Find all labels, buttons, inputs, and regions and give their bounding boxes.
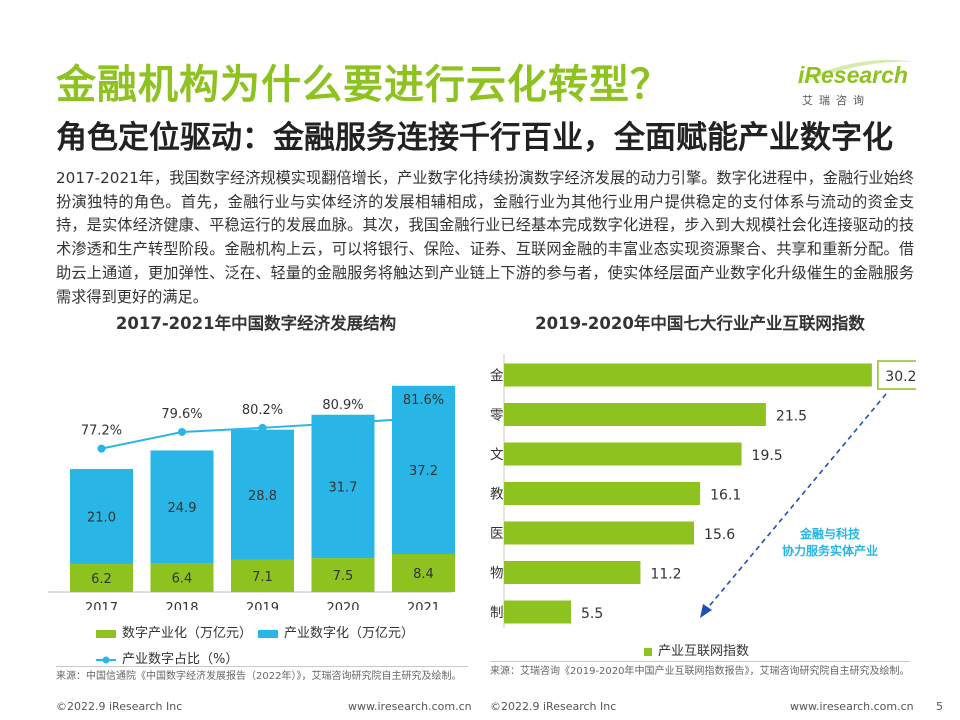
legend-item-industrial-digitization: 产业数字化（万亿元）: [258, 622, 414, 641]
annotation-line-1: 金融与科技: [799, 526, 861, 541]
legend-swatch-blue: [258, 629, 278, 638]
share-label-2021: 81.6%: [403, 393, 444, 408]
right-chart-title: 2019-2020年中国七大行业产业互联网指数: [535, 314, 865, 333]
bar-文娱: [504, 442, 742, 466]
bar-label-digital-industrialization-2017: 6.2: [91, 572, 112, 587]
legend-line-marker-icon: [96, 656, 116, 663]
legend-item-share-line: 产业数字占比（%）: [96, 648, 238, 667]
x-tick-label-2021: 2021: [407, 601, 440, 610]
share-label-2020: 80.9%: [322, 398, 363, 413]
bar-label-digital-industrialization-2018: 6.4: [172, 572, 193, 587]
digital-economy-structure-chart: 6.2 21.0 2017 6.4 24.9 2018 7.1 28.8 2019 7.5 31.7…: [48, 385, 455, 610]
legend-item-digital-industrialization: 数字产业化（万亿元）: [96, 622, 252, 641]
bar-industrial-digitization-2017: [70, 469, 133, 564]
share-point-2019: [258, 423, 267, 432]
value-label-物流: 11.2: [650, 567, 681, 583]
right-source-divider: [490, 661, 910, 662]
trend-arrow-line: [705, 393, 887, 611]
bar-industrial-digitization-2021: [392, 385, 455, 555]
bar-label-industrial-digitization-2020: 31.7: [329, 480, 358, 495]
x-tick-label-2020: 2020: [326, 601, 359, 610]
legend-item-index: 产业互联网指数: [644, 640, 749, 659]
share-label-2018: 79.6%: [161, 407, 202, 422]
share-point-2021: [419, 414, 428, 423]
footer-left-url[interactable]: www.iresearch.com.cn: [348, 700, 472, 713]
share-label-2019: 80.2%: [242, 403, 283, 418]
left-source-note: 来源：中国信通院《中国数字经济发展报告（2022年）》，艾瑞咨询研究院自主研究及…: [56, 671, 462, 682]
page-title: 金融机构为什么要进行云化转型？: [56, 62, 671, 108]
value-label-零售: 21.5: [776, 409, 807, 425]
value-label-文娱: 19.5: [752, 448, 783, 464]
left-chart-title: 2017-2021年中国数字经济发展结构: [115, 314, 397, 333]
bar-物流: [504, 561, 641, 584]
value-label-金融: 30.2: [885, 369, 916, 385]
bar-label-digital-industrialization-2019: 7.1: [252, 570, 273, 585]
bar-digital-industrialization-2018: [150, 563, 214, 592]
share-point-2020: [339, 418, 347, 427]
bar-label-digital-industrialization-2020: 7.5: [333, 569, 354, 584]
bar-制造: [504, 600, 571, 624]
bar-label-industrial-digitization-2018: 24.9: [168, 501, 197, 516]
legend-swatch-green: [96, 629, 116, 638]
bar-零售: [504, 403, 766, 426]
annotation-line-2: 协力服务实体产业: [782, 543, 878, 558]
bar-label-digital-industrialization-2021: 8.4: [413, 567, 434, 582]
intro-paragraph: 2017-2021年，我国数字经济规模实现翻倍增长，产业数字化持续扮演数字经济发…: [56, 169, 914, 306]
value-label-制造: 5.5: [581, 606, 603, 622]
bar-label-industrial-digitization-2017: 21.0: [87, 510, 116, 525]
bar-digital-industrialization-2019: [231, 559, 294, 592]
left-source-divider: [56, 666, 468, 667]
x-tick-label-2019: 2019: [246, 601, 279, 610]
footer-left-copyright: ©2022.9 iResearch Inc: [56, 700, 183, 713]
iresearch-logo: iResearch 艾瑞咨询: [792, 56, 916, 112]
bar-digital-industrialization-2017: [70, 563, 133, 592]
bar-industrial-digitization-2018: [150, 450, 214, 564]
value-label-教育: 16.1: [710, 488, 741, 504]
logo-subtitle: 艾瑞咨询: [802, 94, 870, 107]
bar-label-industrial-digitization-2019: 28.8: [248, 489, 277, 504]
value-label-医疗: 15.6: [704, 527, 735, 543]
bar-label-industrial-digitization-2021: 37.2: [409, 464, 438, 479]
share-point-2017: [97, 444, 106, 453]
share-point-2018: [178, 427, 186, 436]
share-label-2017: 77.2%: [81, 424, 122, 439]
bar-金融: [504, 363, 872, 387]
legend-swatch-green: [644, 647, 652, 656]
x-tick-label-2018: 2018: [165, 601, 198, 610]
logo-wordmark: iResearch: [798, 62, 908, 88]
highlight-box-金融: [877, 360, 916, 390]
right-source-note: 来源：艾瑞咨询《2019-2020年中国产业互联网指数报告》，艾瑞咨询研究院自主…: [490, 666, 910, 677]
bar-医疗: [504, 521, 695, 545]
page-subtitle: 角色定位驱动：金融服务连接千行百业，全面赋能产业数字化: [56, 120, 893, 156]
logo-swoosh-icon: [794, 59, 914, 86]
trend-arrow-head-icon: [700, 604, 712, 618]
x-tick-label-2017: 2017: [85, 601, 118, 610]
page-number: 5: [936, 700, 943, 713]
bar-digital-industrialization-2020: [311, 558, 375, 592]
bar-教育: [504, 482, 701, 505]
bar-digital-industrialization-2021: [392, 554, 455, 592]
bar-industrial-digitization-2020: [311, 414, 375, 559]
bar-industrial-digitization-2019: [231, 429, 294, 560]
footer-right-url[interactable]: www.iresearch.com.cn: [790, 700, 914, 713]
industry-internet-index-chart: 金融 30.2零售 21.5文娱 19.5教育 16.1医疗 15.6物流 11.2制造 5.…: [490, 354, 916, 628]
footer-right-copyright: ©2022.9 iResearch Inc: [490, 700, 617, 713]
